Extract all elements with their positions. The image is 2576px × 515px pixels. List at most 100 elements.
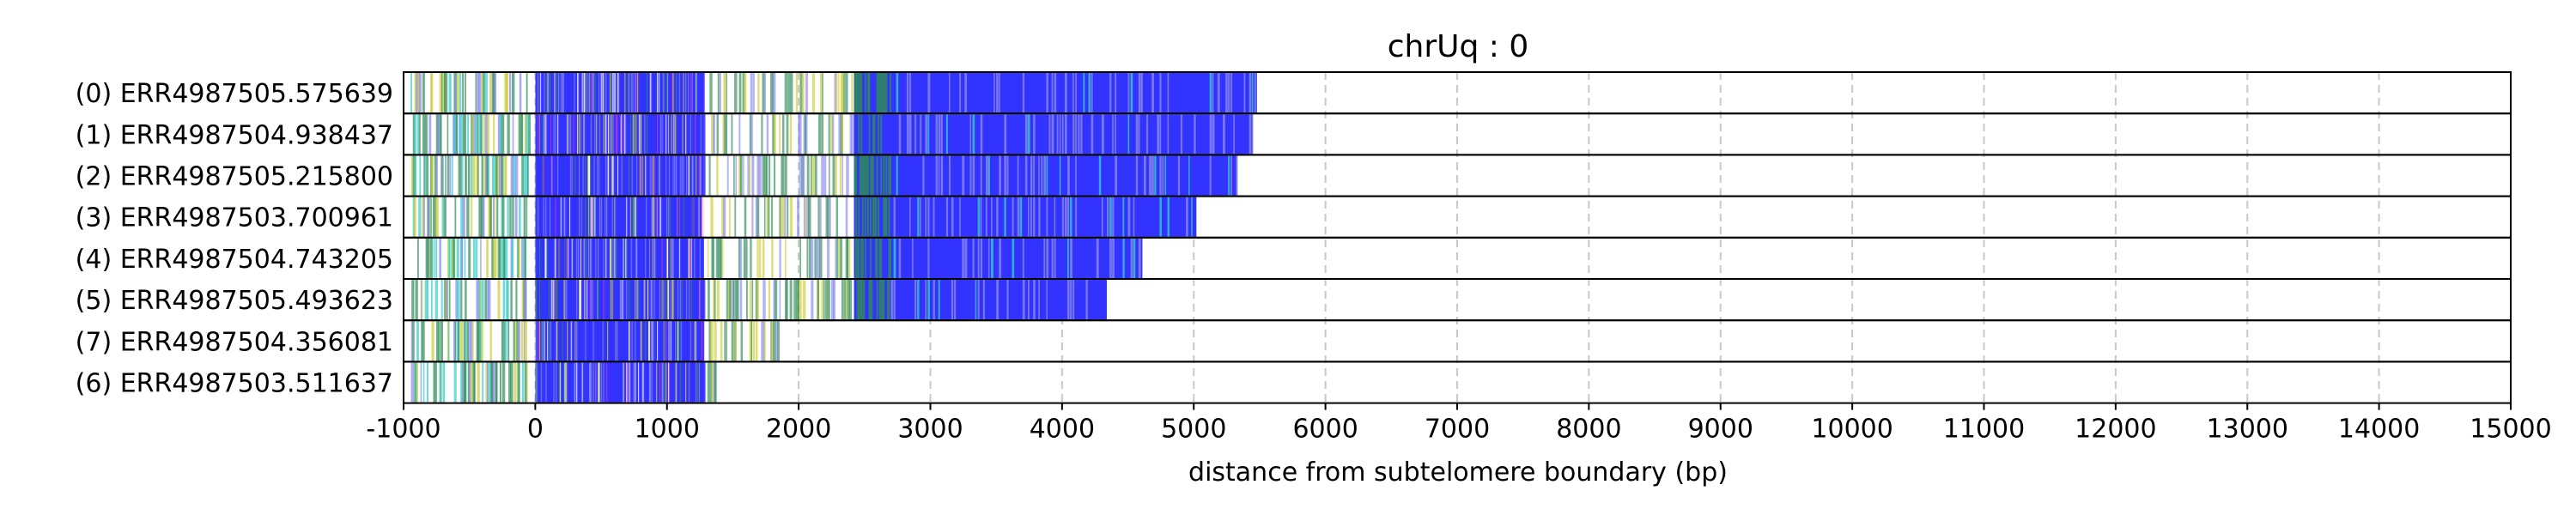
kmer-mark bbox=[479, 280, 482, 320]
kmer-mark bbox=[935, 155, 938, 196]
kmer-mark bbox=[421, 280, 423, 320]
kmer-mark bbox=[523, 155, 526, 196]
kmer-mark bbox=[1030, 197, 1032, 237]
kmer-mark bbox=[982, 280, 986, 320]
kmer-mark bbox=[459, 155, 462, 196]
kmer-mark bbox=[1012, 197, 1014, 237]
kmer-mark bbox=[1212, 114, 1215, 154]
kmer-mark bbox=[430, 197, 432, 237]
kmer-mark bbox=[945, 114, 948, 154]
kmer-mark bbox=[883, 197, 885, 237]
kmer-mark bbox=[1017, 197, 1020, 237]
kmer-mark bbox=[876, 155, 878, 196]
kmer-mark bbox=[494, 197, 496, 237]
kmer-mark bbox=[501, 155, 504, 196]
kmer-mark bbox=[858, 238, 860, 278]
kmer-mark bbox=[980, 155, 982, 196]
kmer-mark bbox=[1098, 155, 1102, 196]
kmer-mark bbox=[747, 155, 750, 196]
kmer-mark bbox=[832, 280, 836, 320]
kmer-mark bbox=[488, 155, 489, 196]
kmer-mark bbox=[893, 238, 896, 278]
kmer-mark bbox=[422, 362, 425, 403]
kmer-mark bbox=[959, 197, 961, 237]
x-tick-label: 6000 bbox=[1292, 415, 1358, 445]
kmer-mark bbox=[1243, 73, 1246, 113]
kmer-mark bbox=[838, 238, 841, 278]
kmer-mark bbox=[486, 155, 489, 196]
kmer-mark bbox=[1041, 155, 1043, 196]
kmer-mark bbox=[801, 73, 805, 113]
kmer-mark bbox=[859, 73, 861, 113]
kmer-mark bbox=[471, 155, 473, 196]
kmer-mark bbox=[489, 197, 492, 237]
kmer-mark bbox=[501, 114, 505, 154]
kmer-mark bbox=[505, 155, 507, 196]
kmer-mark bbox=[1085, 280, 1088, 320]
kmer-mark bbox=[880, 280, 883, 320]
kmer-mark bbox=[893, 197, 896, 237]
kmer-mark bbox=[762, 280, 766, 320]
row-label: (4) ERR4987504.743205 bbox=[76, 245, 393, 275]
kmer-mark bbox=[766, 155, 768, 196]
kmer-mark bbox=[442, 362, 446, 403]
kmer-mark bbox=[802, 155, 805, 196]
kmer-mark bbox=[431, 73, 434, 113]
kmer-mark bbox=[420, 280, 422, 320]
kmer-mark bbox=[814, 155, 817, 196]
kmer-mark bbox=[1225, 73, 1228, 113]
kmer-mark bbox=[743, 238, 746, 278]
kmer-mark bbox=[779, 238, 781, 278]
kmer-mark bbox=[876, 280, 878, 320]
kmer-mark bbox=[779, 197, 781, 237]
kmer-mark bbox=[521, 238, 524, 278]
kmer-mark bbox=[410, 362, 413, 403]
kmer-mark bbox=[521, 155, 525, 196]
kmer-mark bbox=[843, 73, 845, 113]
kmer-mark bbox=[487, 280, 489, 320]
kmer-mark bbox=[796, 280, 799, 320]
kmer-mark bbox=[851, 114, 854, 154]
kmer-mark bbox=[459, 114, 463, 154]
kmer-mark bbox=[806, 114, 808, 154]
kmer-mark bbox=[861, 197, 864, 237]
kmer-mark bbox=[487, 114, 490, 154]
x-tick-label: 12000 bbox=[2075, 415, 2156, 445]
kmer-mark bbox=[726, 114, 728, 154]
kmer-mark bbox=[471, 362, 473, 403]
x-tick-label: 5000 bbox=[1161, 415, 1226, 445]
kmer-mark bbox=[1151, 73, 1154, 113]
kmer-mark bbox=[854, 73, 856, 113]
kmer-mark bbox=[996, 280, 999, 320]
kmer-mark bbox=[962, 238, 964, 278]
kmer-mark bbox=[473, 114, 477, 154]
kmer-mark bbox=[1067, 280, 1070, 320]
kmer-mark bbox=[784, 238, 787, 278]
kmer-mark bbox=[1012, 238, 1015, 278]
kmer-mark bbox=[762, 238, 765, 278]
kmer-mark bbox=[1022, 73, 1025, 113]
kmer-mark bbox=[433, 362, 436, 403]
kmer-mark bbox=[1064, 73, 1067, 113]
kmer-mark bbox=[1140, 73, 1143, 113]
kmer-mark bbox=[962, 155, 965, 196]
kmer-mark bbox=[999, 73, 1000, 113]
kmer-mark bbox=[515, 280, 518, 320]
kmer-mark bbox=[430, 155, 434, 196]
kmer-mark bbox=[1056, 114, 1059, 154]
kmer-mark bbox=[975, 280, 977, 320]
kmer-mark bbox=[433, 238, 435, 278]
kmer-mark bbox=[440, 321, 443, 361]
kmer-mark bbox=[1115, 155, 1118, 196]
kmer-mark bbox=[493, 114, 495, 154]
kmer-mark bbox=[461, 362, 464, 403]
kmer-mark bbox=[773, 321, 776, 361]
kmer-mark bbox=[710, 197, 714, 237]
kmer-mark bbox=[1096, 238, 1099, 278]
kmer-mark bbox=[1017, 155, 1019, 196]
kmer-mark bbox=[1022, 238, 1024, 278]
kmer-mark bbox=[763, 321, 766, 361]
kmer-mark bbox=[831, 280, 835, 320]
kmer-mark bbox=[773, 73, 776, 113]
kmer-mark bbox=[412, 321, 415, 361]
